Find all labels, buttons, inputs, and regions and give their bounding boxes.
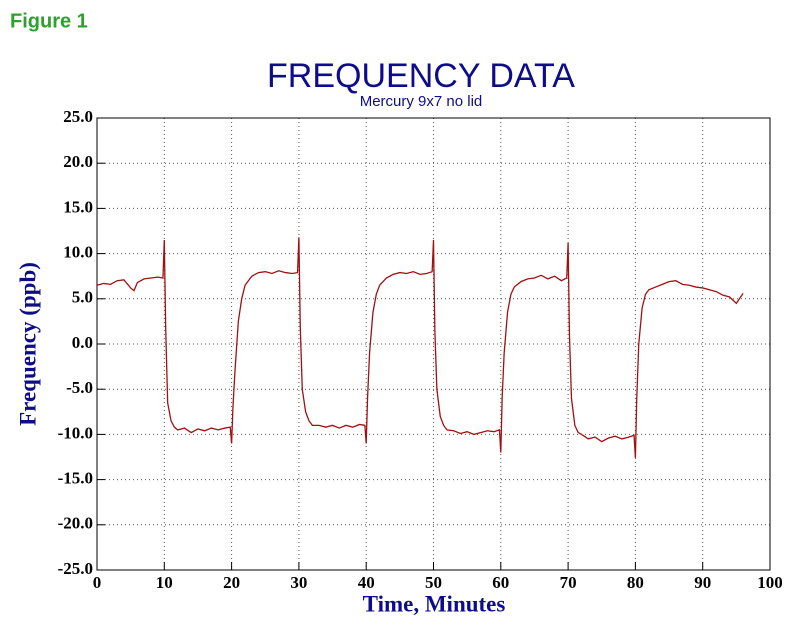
x-tick-label: 20 (223, 573, 240, 592)
x-tick-label: 0 (93, 573, 102, 592)
chart-title: FREQUENCY DATA (267, 57, 575, 95)
figure-label: Figure 1 (10, 10, 88, 32)
x-tick-label: 40 (358, 573, 375, 592)
y-tick-label: 0.0 (72, 333, 93, 352)
y-tick-label: 20.0 (63, 152, 93, 171)
x-tick-label: 80 (627, 573, 644, 592)
x-axis-label: Time, Minutes (363, 591, 506, 616)
plot-frame (96, 117, 771, 571)
y-tick-label: 5.0 (72, 288, 93, 307)
x-tick-label: 10 (156, 573, 173, 592)
chart-subtitle: Mercury 9x7 no lid (360, 93, 483, 110)
y-tick-label: 25.0 (63, 107, 93, 126)
data-line (96, 237, 744, 458)
x-tick-label: 30 (290, 573, 307, 592)
y-tick-label: -20.0 (58, 514, 93, 533)
y-tick-label: -15.0 (58, 469, 93, 488)
y-tick-label: 15.0 (63, 197, 93, 216)
x-tick-label: 70 (560, 573, 577, 592)
y-tick-label: -25.0 (58, 559, 93, 578)
x-tick-label: 60 (492, 573, 509, 592)
y-tick-label: -5.0 (66, 378, 93, 397)
y-tick-label: 10.0 (63, 243, 93, 262)
y-axis-label: Frequency (ppb) (15, 262, 40, 426)
x-tick-label: 90 (694, 573, 711, 592)
x-tick-label: 100 (757, 573, 783, 592)
x-tick-label: 50 (425, 573, 442, 592)
y-tick-label: -10.0 (58, 423, 93, 442)
